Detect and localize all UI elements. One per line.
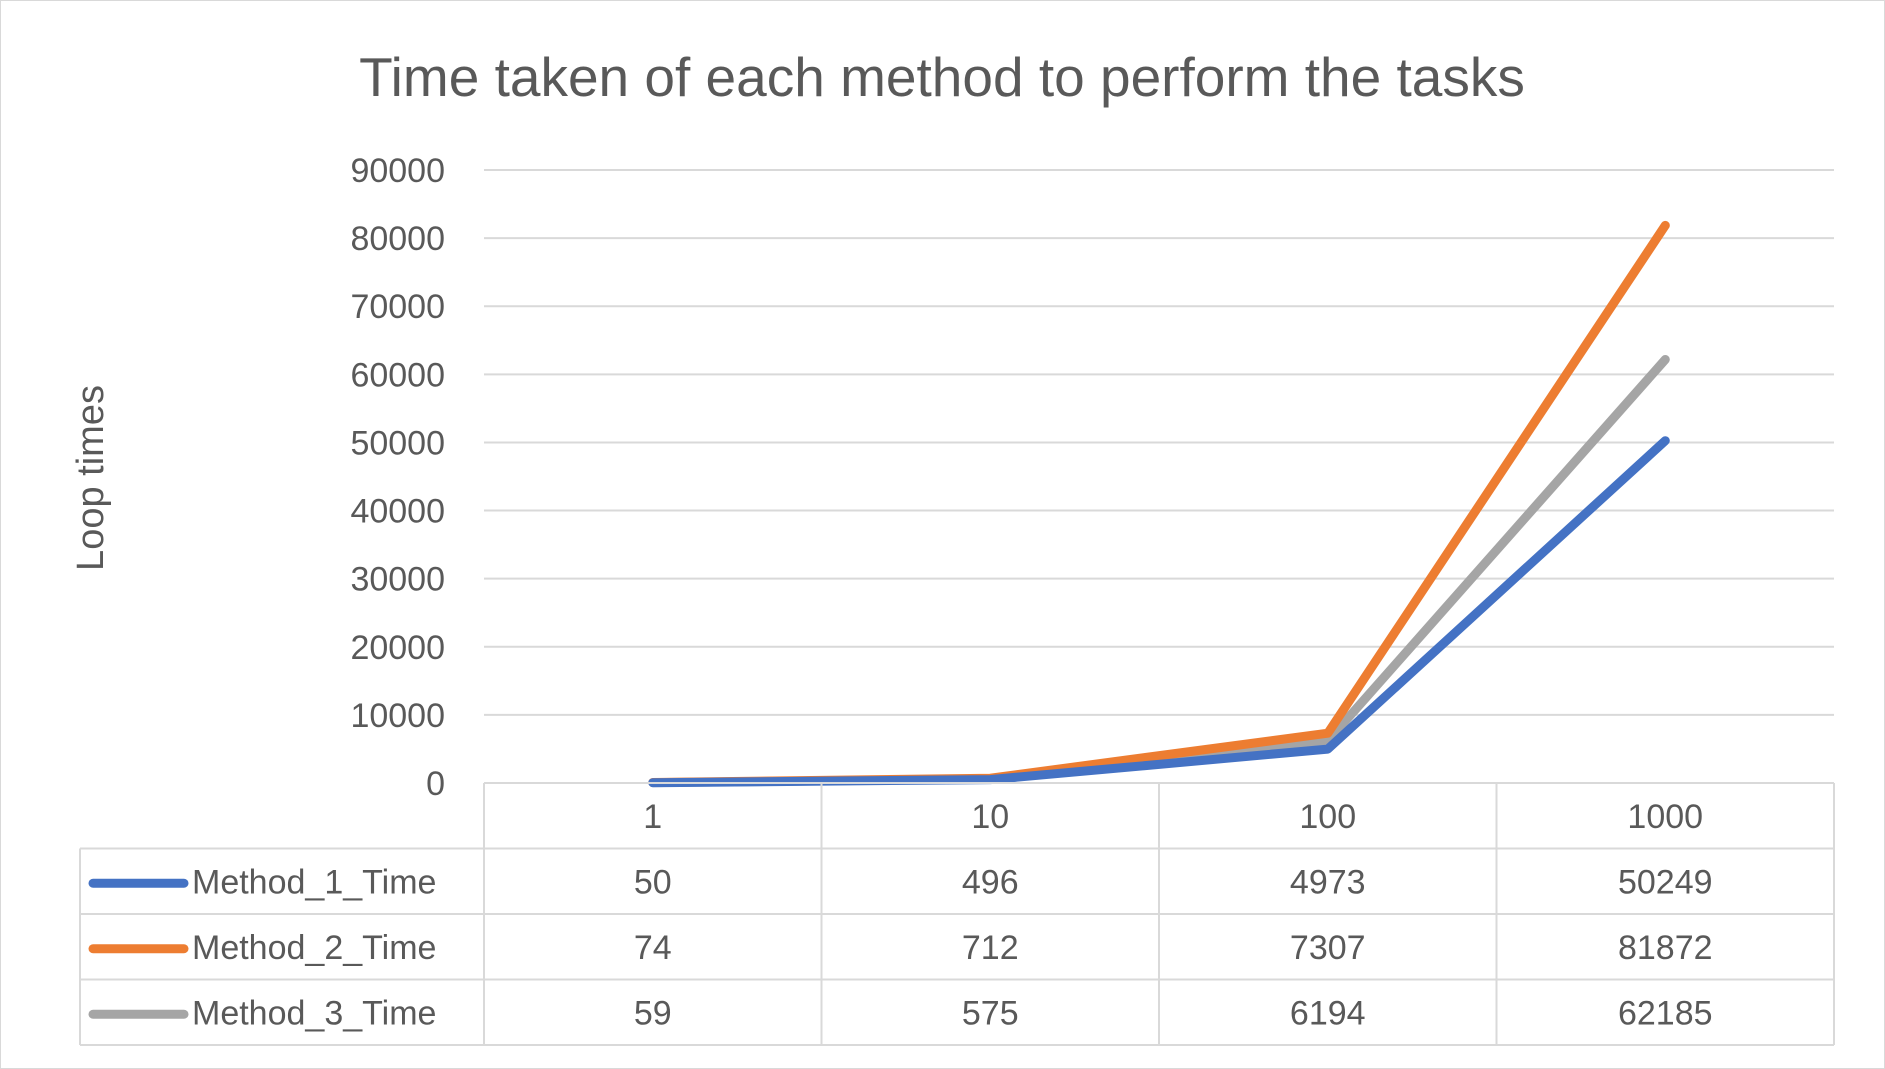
legend-label: Method_3_Time	[192, 994, 436, 1032]
y-tick-label: 50000	[350, 424, 445, 462]
chart-title: Time taken of each method to perform the…	[359, 46, 1525, 108]
table-value: 496	[962, 863, 1019, 901]
data-table: 1 10 100 1000 Method_1_Time 50 496 4973 50249 Met…	[79, 782, 1835, 1046]
gridlines	[484, 169, 1834, 716]
y-axis-ticks: 0 10000 20000 30000 40000 50000 60000 70000 8000…	[350, 152, 445, 803]
legend-label: Method_2_Time	[192, 929, 436, 967]
series-line	[648, 355, 1670, 788]
y-tick-label: 80000	[350, 220, 445, 258]
table-value: 50249	[1618, 863, 1713, 901]
y-axis-title: Loop times	[70, 385, 112, 571]
x-category-label: 1000	[1627, 798, 1703, 836]
table-value: 4973	[1290, 863, 1366, 901]
y-tick-label: 70000	[350, 288, 445, 326]
y-tick-label: 20000	[350, 629, 445, 667]
x-category-label: 100	[1299, 798, 1356, 836]
table-value: 7307	[1290, 929, 1366, 967]
x-category-label: 1	[643, 798, 662, 836]
y-tick-label: 40000	[350, 493, 445, 531]
series-line	[648, 220, 1670, 787]
table-value: 74	[634, 929, 672, 967]
table-value: 50	[634, 863, 672, 901]
series-lines	[648, 220, 1670, 788]
x-category-label: 10	[971, 798, 1009, 836]
y-tick-label: 60000	[350, 356, 445, 394]
legend-label: Method_1_Time	[192, 863, 436, 901]
y-tick-label: 0	[426, 765, 445, 803]
table-value: 712	[962, 929, 1019, 967]
table-value: 575	[962, 994, 1019, 1032]
table-value: 81872	[1618, 929, 1713, 967]
series-line	[648, 436, 1670, 788]
y-tick-label: 30000	[350, 561, 445, 599]
table-value: 59	[634, 994, 672, 1032]
table-value: 6194	[1290, 994, 1366, 1032]
table-value: 62185	[1618, 994, 1713, 1032]
y-tick-label: 90000	[350, 152, 445, 190]
y-tick-label: 10000	[350, 697, 445, 735]
